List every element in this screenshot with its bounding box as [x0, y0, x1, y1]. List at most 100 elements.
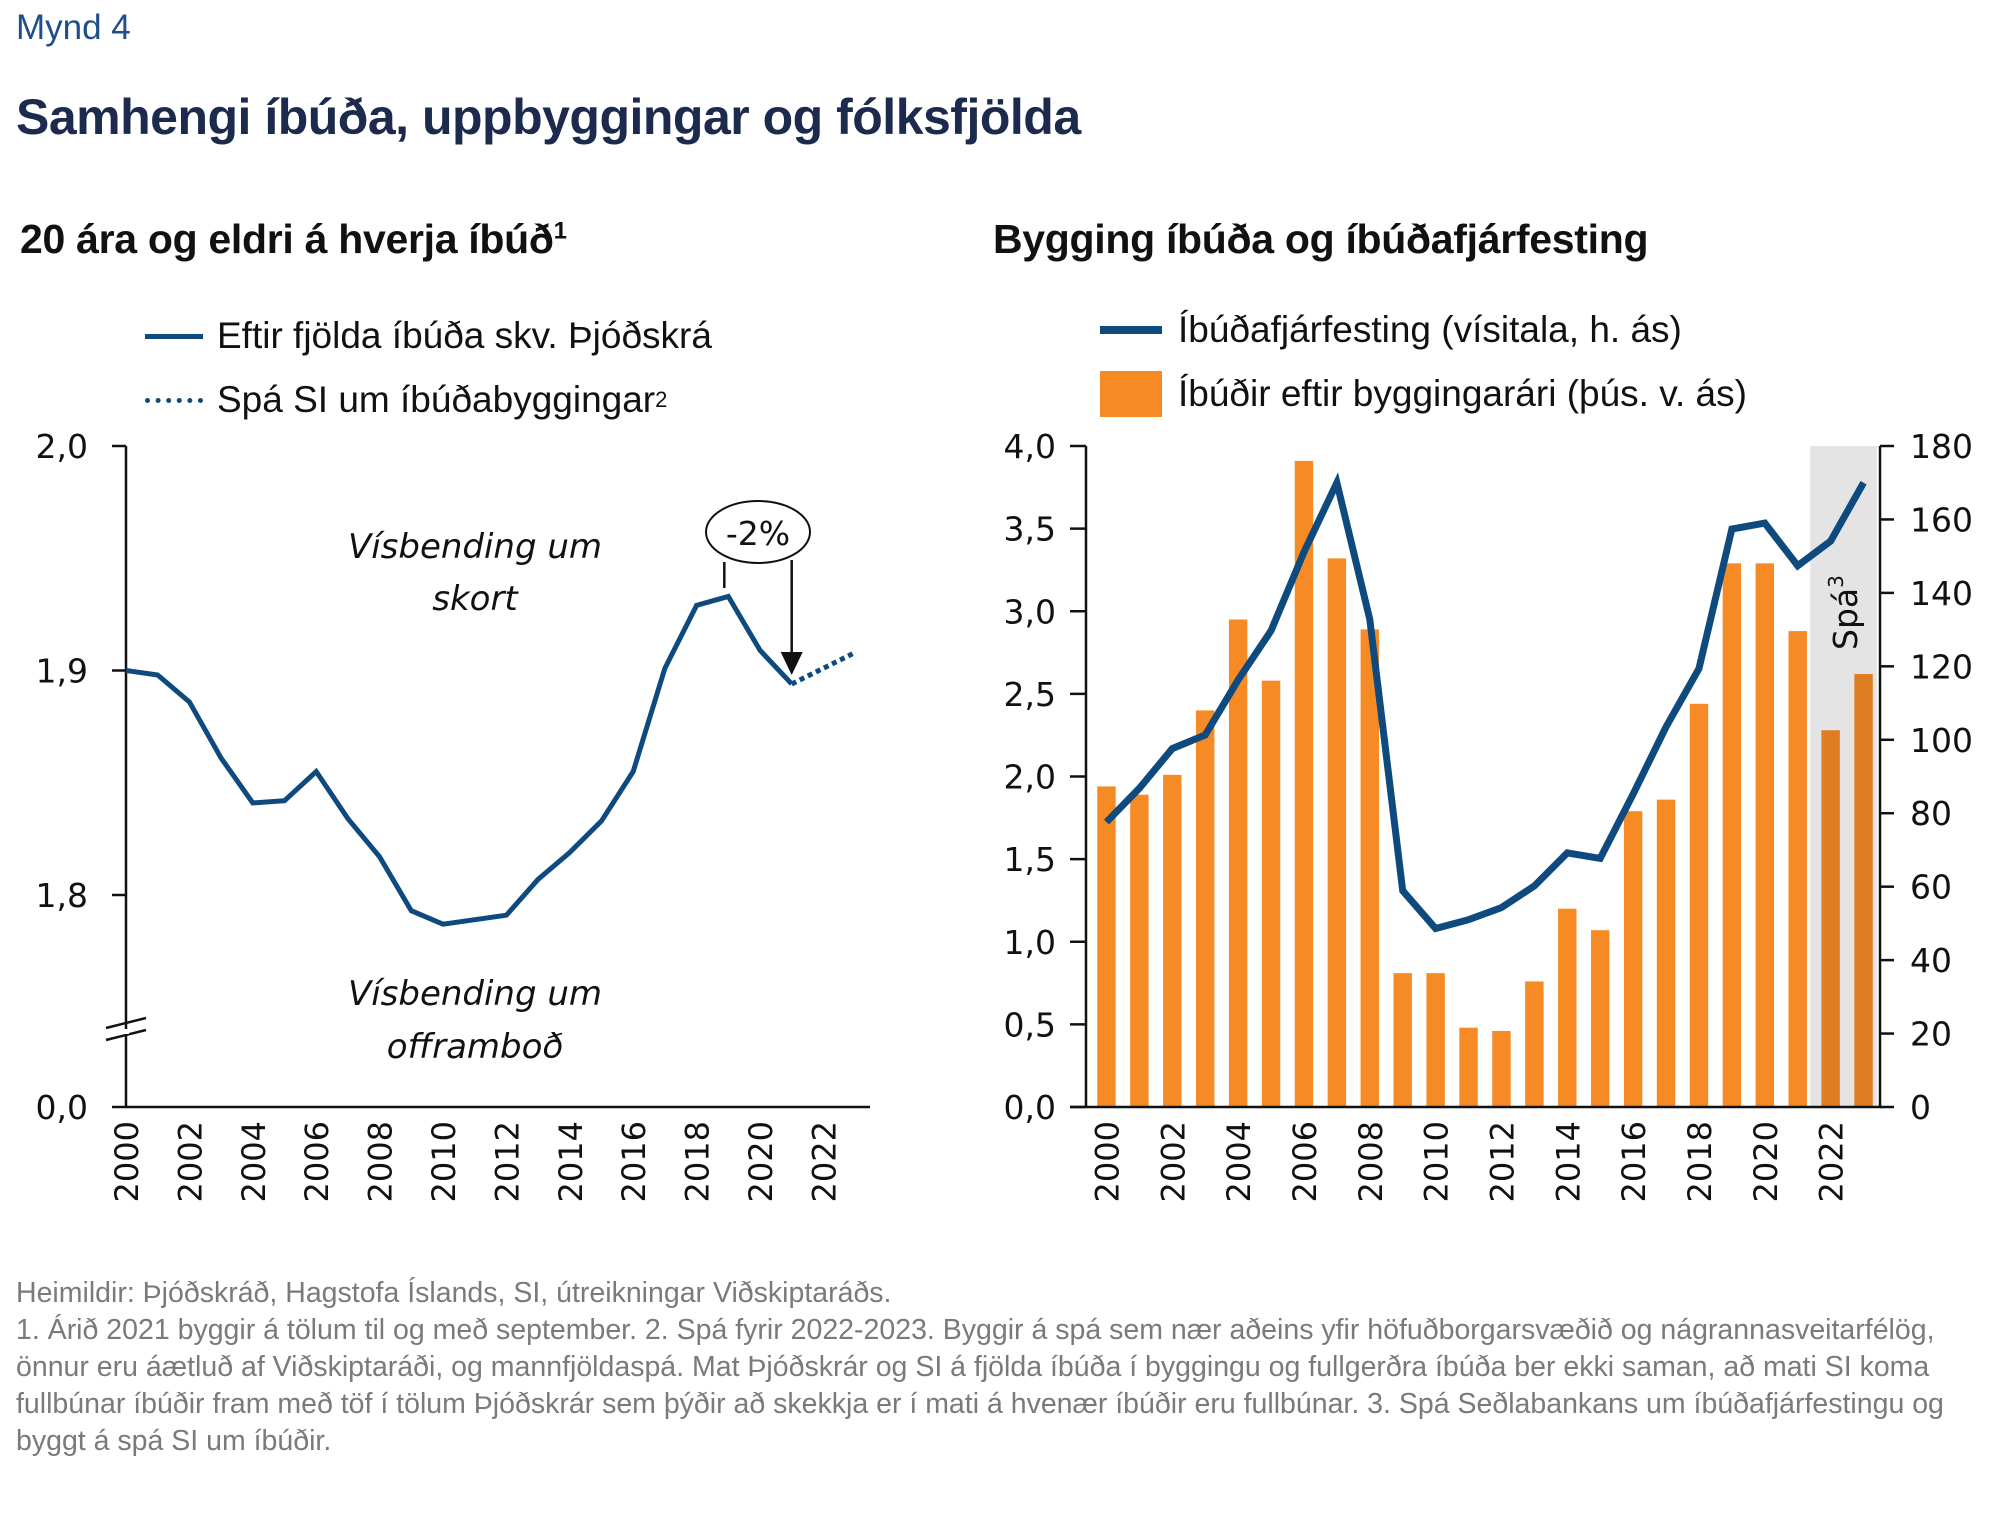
- bar: [1558, 908, 1577, 1107]
- x-tick-label: 2020: [1747, 1121, 1785, 1202]
- bar: [1130, 794, 1149, 1107]
- x-tick-label: 2022: [805, 1121, 843, 1202]
- x-tick-label: 2010: [425, 1121, 463, 1202]
- x-tick-label: 2012: [1483, 1121, 1521, 1202]
- x-tick-label: 2008: [362, 1121, 400, 1202]
- x-tick-label: 2018: [679, 1121, 717, 1202]
- left-y-tick-label: 0,0: [1004, 1088, 1056, 1127]
- left-y-tick-label: 3,5: [1004, 510, 1056, 549]
- right-y-tick-label: 80: [1910, 794, 1952, 833]
- right-y-tick-label: 160: [1910, 500, 1973, 539]
- bar: [1294, 460, 1314, 1107]
- bar: [1327, 558, 1347, 1107]
- legend-item-investment: Íbúðafjárfesting (vísitala, h. ás): [1100, 298, 1747, 362]
- x-tick-label: 2020: [742, 1121, 780, 1202]
- x-tick-label: 2002: [171, 1121, 209, 1202]
- x-tick-label: 2006: [298, 1121, 336, 1202]
- right-y-tick-label: 20: [1910, 1015, 1952, 1054]
- x-tick-label: 2000: [108, 1121, 146, 1202]
- annotation-shortage-line2: skort: [432, 579, 519, 619]
- bar: [1525, 981, 1544, 1107]
- right-chart-subtitle: Bygging íbúða og íbúðafjárfesting: [993, 216, 1649, 262]
- left-y-tick-label: 2,5: [1004, 675, 1056, 714]
- bar: [1393, 973, 1412, 1107]
- legend-label: Spá SI um íbúðabyggingar: [217, 379, 656, 420]
- bar: [1656, 799, 1676, 1107]
- right-y-tick-label: 180: [1910, 427, 1973, 466]
- bar: [1261, 680, 1281, 1107]
- left-chart-legend: Eftir fjölda íbúða skv. Þjóðskrá Spá SI …: [145, 304, 712, 432]
- x-tick-label: 2004: [235, 1121, 273, 1202]
- footer: Heimildir: Þjóðskráð, Hagstofa Íslands, …: [16, 1275, 1986, 1460]
- forecast-label-footnote: 3: [1824, 575, 1848, 588]
- x-tick-label: 2014: [552, 1121, 590, 1202]
- annotation-shortage-line1: Vísbending um: [348, 527, 602, 567]
- legend-label: Eftir fjölda íbúða skv. Þjóðskrá: [217, 315, 712, 356]
- bar: [1788, 631, 1807, 1107]
- legend-bar-icon: [1100, 371, 1162, 417]
- bar: [1590, 930, 1610, 1107]
- forecast-label-text: Spá: [1826, 588, 1865, 650]
- forecast-line: [790, 650, 857, 687]
- figure-number: Mynd 4: [16, 8, 131, 47]
- y-tick-label: 2,0: [36, 427, 88, 466]
- right-y-tick-label: 40: [1910, 941, 1952, 980]
- x-tick-label: 2018: [1681, 1121, 1719, 1202]
- bar: [1195, 710, 1215, 1107]
- left-chart-subtitle-footnote: 1: [553, 217, 567, 245]
- right-chart: 0,0 0,5 1,0 1,5 2,0 2,5 3,0 3,5 4,0 0 20 40 60 80 100 1…: [1004, 427, 1973, 1202]
- callout-label: -2%: [726, 514, 790, 553]
- annotation-oversupply-line1: Vísbending um: [348, 974, 602, 1014]
- x-tick-label: 2016: [1615, 1121, 1653, 1202]
- left-y-tick-label: 4,0: [1004, 427, 1056, 466]
- x-tick-label: 2004: [1220, 1121, 1258, 1202]
- x-tick-label: 2000: [1088, 1121, 1126, 1202]
- right-chart-legend: Íbúðafjárfesting (vísitala, h. ás) Íbúði…: [1100, 298, 1747, 426]
- axis-break-mark: [105, 1016, 147, 1030]
- right-y-tick-label: 140: [1910, 574, 1973, 613]
- left-y-tick-label: 1,0: [1004, 923, 1056, 962]
- right-y-tick-label: 0: [1910, 1088, 1931, 1127]
- legend-label: Íbúðir eftir byggingarári (þús. v. ás): [1178, 373, 1747, 414]
- legend-label: Íbúðafjárfesting (vísitala, h. ás): [1178, 309, 1682, 350]
- y-tick-label: 1,8: [36, 876, 88, 915]
- legend-item-forecast: Spá SI um íbúðabyggingar 2: [145, 368, 712, 432]
- x-tick-label: 2008: [1352, 1121, 1390, 1202]
- investment-line: [1103, 472, 1867, 933]
- bar: [1854, 674, 1873, 1107]
- left-chart: 2,0 1,9 1,8 0,0 2000 2002 2004 2006 2008 2010 2012…: [36, 427, 870, 1202]
- bar: [1426, 973, 1445, 1107]
- x-tick-label: 2016: [615, 1121, 653, 1202]
- bar: [1360, 629, 1380, 1107]
- forecast-label: Spá3: [1824, 575, 1865, 650]
- x-tick-label: 2006: [1286, 1121, 1324, 1202]
- left-y-tick-label: 1,5: [1004, 840, 1056, 879]
- figure-title: Samhengi íbúða, uppbyggingar og fólksfjö…: [16, 89, 1081, 145]
- legend-item-actual: Eftir fjölda íbúða skv. Þjóðskrá: [145, 304, 712, 368]
- axis-break-mark: [105, 1028, 147, 1042]
- x-tick-label: 2010: [1418, 1121, 1456, 1202]
- callout-arrow-head-icon: [780, 652, 803, 675]
- legend-dotted-line-icon: [145, 397, 203, 403]
- bar: [1459, 1027, 1478, 1107]
- right-y-tick-label: 100: [1910, 721, 1973, 760]
- bar: [1228, 619, 1248, 1107]
- left-y-tick-label: 3,0: [1004, 592, 1056, 631]
- x-tick-label: 2014: [1549, 1121, 1587, 1202]
- footer-sources: Heimildir: Þjóðskráð, Hagstofa Íslands, …: [16, 1277, 892, 1309]
- annotation-oversupply-line2: offramboð: [387, 1027, 563, 1067]
- bar: [1689, 703, 1709, 1107]
- left-y-tick-label: 2,0: [1004, 758, 1056, 797]
- legend-item-dwellings: Íbúðir eftir byggingarári (þús. v. ás): [1100, 362, 1747, 426]
- x-tick-label: 2002: [1154, 1121, 1192, 1202]
- actual-line: [125, 593, 794, 927]
- bar: [1623, 811, 1643, 1107]
- left-chart-subtitle-text: 20 ára og eldri á hverja íbúð: [20, 216, 554, 262]
- legend-solid-line-icon: [145, 333, 203, 339]
- left-chart-subtitle: 20 ára og eldri á hverja íbúð1: [20, 216, 567, 263]
- bar: [1821, 730, 1840, 1107]
- footer-notes: 1. Árið 2021 byggir á tölum til og með s…: [16, 1314, 1944, 1457]
- y-tick-label: 0,0: [36, 1088, 88, 1127]
- right-y-tick-label: 120: [1910, 647, 1973, 686]
